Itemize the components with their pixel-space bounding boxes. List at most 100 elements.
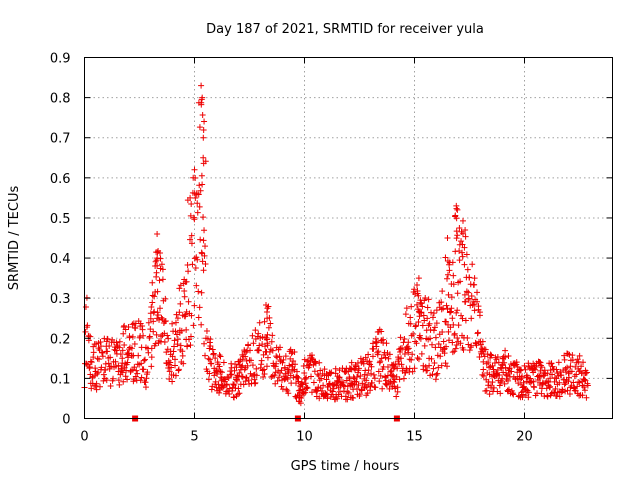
data-point	[427, 326, 434, 333]
data-point	[479, 338, 486, 345]
data-point	[581, 376, 588, 383]
data-point	[491, 360, 498, 367]
data-point	[538, 390, 545, 397]
data-point	[413, 322, 420, 329]
data-point	[187, 333, 194, 340]
data-point	[245, 341, 252, 348]
data-point	[174, 336, 181, 343]
data-point	[564, 387, 571, 394]
data-point	[194, 200, 201, 207]
data-point	[401, 336, 408, 343]
data-point	[174, 315, 181, 322]
data-point	[415, 356, 422, 363]
data-point	[466, 347, 473, 354]
data-point	[448, 305, 455, 312]
data-point	[200, 127, 207, 134]
data-point	[373, 339, 380, 346]
data-point	[443, 343, 450, 350]
data-point	[269, 347, 276, 354]
data-point	[489, 379, 496, 386]
data-point	[435, 341, 442, 348]
data-point	[574, 383, 581, 390]
data-point	[538, 364, 545, 371]
data-point	[196, 304, 203, 311]
data-point	[453, 215, 460, 222]
data-point	[416, 332, 423, 339]
data-point	[292, 361, 299, 368]
data-point	[415, 319, 422, 326]
data-point	[505, 386, 512, 393]
y-tick-label: 0.5	[50, 212, 71, 227]
data-point	[474, 329, 481, 336]
data-point	[510, 391, 517, 398]
data-point	[235, 385, 242, 392]
data-point	[225, 374, 232, 381]
data-point	[145, 349, 152, 356]
data-point	[501, 359, 508, 366]
data-point	[120, 330, 127, 337]
data-point	[444, 235, 451, 241]
data-point	[443, 302, 450, 309]
data-point	[165, 335, 172, 342]
data-point	[463, 251, 470, 258]
data-point	[323, 376, 330, 383]
data-point	[199, 181, 206, 188]
data-point	[363, 377, 370, 384]
data-point	[582, 370, 589, 377]
y-tick-label: 0.2	[50, 332, 71, 347]
data-point	[453, 341, 460, 348]
data-point	[433, 307, 440, 314]
data-point	[150, 328, 157, 335]
axis-ticks: 0 0.1 0.2 0.3 0.4 0.5 0.6 0.7 0.8 0.9 0 5 10 15 20	[50, 52, 613, 445]
data-point	[376, 378, 383, 385]
data-point	[561, 381, 568, 388]
data-point	[382, 354, 389, 361]
data-point	[119, 369, 126, 376]
y-tick-label: 0.4	[50, 252, 71, 267]
data-point	[431, 324, 438, 331]
data-point	[295, 378, 302, 385]
data-point	[149, 292, 156, 299]
data-point	[408, 356, 415, 363]
data-point	[405, 345, 412, 352]
y-tick-label: 0.3	[50, 292, 71, 307]
data-point	[378, 328, 385, 335]
data-point	[462, 298, 469, 305]
data-point	[432, 344, 439, 351]
data-point	[483, 387, 490, 394]
data-point	[253, 372, 260, 379]
data-point	[202, 260, 209, 267]
data-point	[541, 372, 548, 379]
data-point	[446, 309, 453, 316]
data-point	[377, 358, 384, 365]
data-point	[140, 366, 147, 373]
data-point	[129, 366, 136, 373]
data-point	[277, 369, 284, 376]
data-point	[400, 375, 407, 382]
data-point	[137, 320, 144, 327]
y-tick-label: 0.8	[50, 92, 71, 107]
data-point	[128, 345, 135, 352]
data-point	[414, 281, 421, 288]
data-point	[497, 390, 504, 397]
data-point	[114, 343, 121, 350]
data-point	[198, 82, 205, 89]
data-point	[187, 212, 194, 219]
data-point	[129, 321, 136, 328]
data-point	[249, 332, 256, 339]
data-point	[200, 134, 207, 141]
data-point	[191, 216, 198, 223]
data-point	[320, 382, 327, 389]
data-point	[266, 348, 273, 355]
data-point	[450, 281, 457, 288]
data-point	[303, 374, 310, 381]
data-point	[262, 334, 269, 341]
data-point	[199, 112, 206, 119]
data-point	[544, 393, 551, 400]
y-tick-label: 0.7	[50, 132, 71, 147]
data-point	[565, 374, 572, 381]
data-point	[327, 370, 334, 377]
data-point	[535, 376, 542, 383]
data-point	[124, 376, 131, 383]
data-point	[86, 364, 93, 371]
